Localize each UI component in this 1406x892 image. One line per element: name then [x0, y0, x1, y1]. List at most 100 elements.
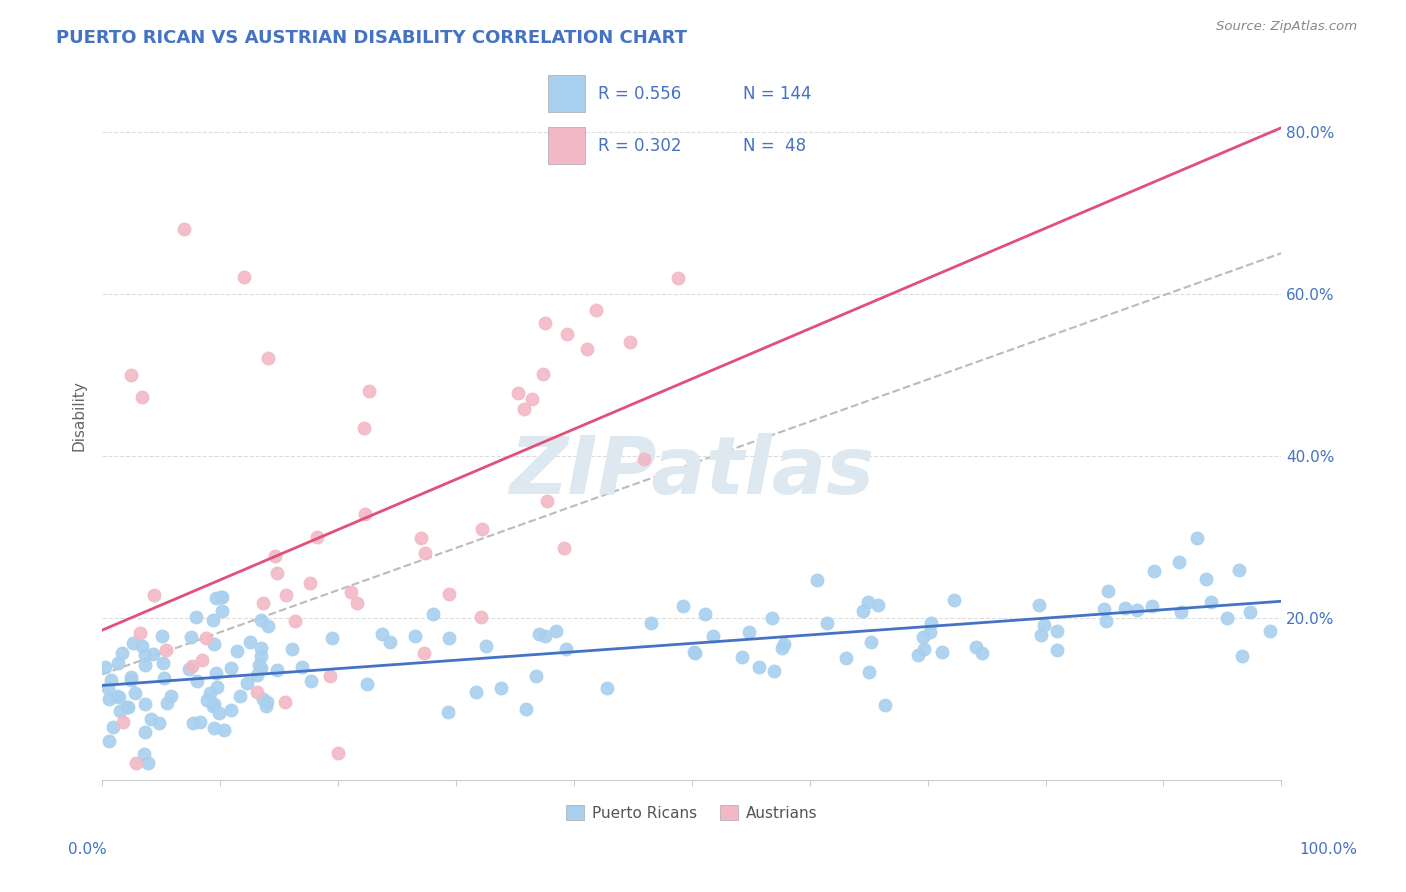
Point	[1195, 572, 1218, 586]
Point	[972, 646, 994, 660]
Point	[246, 668, 269, 682]
Point	[153, 671, 176, 685]
Point	[236, 675, 259, 690]
Point	[965, 640, 987, 654]
Point	[815, 615, 838, 630]
Point	[437, 706, 460, 720]
Point	[1126, 602, 1149, 616]
Point	[471, 522, 494, 536]
Point	[120, 669, 142, 683]
Point	[640, 616, 662, 631]
Point	[1028, 598, 1050, 612]
Point	[412, 646, 434, 660]
Point	[201, 698, 224, 713]
Point	[513, 402, 536, 417]
Point	[378, 635, 401, 649]
Point	[195, 692, 218, 706]
Point	[257, 351, 280, 366]
Point	[198, 686, 221, 700]
Point	[413, 546, 436, 560]
Point	[806, 574, 828, 588]
Point	[120, 673, 142, 687]
Point	[318, 669, 340, 683]
Point	[191, 653, 214, 667]
Point	[1170, 605, 1192, 619]
Text: PUERTO RICAN VS AUSTRIAN DISABILITY CORRELATION CHART: PUERTO RICAN VS AUSTRIAN DISABILITY CORR…	[56, 29, 688, 47]
Legend: Puerto Ricans, Austrians: Puerto Ricans, Austrians	[560, 798, 824, 827]
Point	[202, 613, 225, 627]
Point	[276, 589, 298, 603]
Point	[263, 549, 285, 563]
Point	[111, 646, 134, 660]
Point	[226, 644, 249, 658]
Point	[107, 656, 129, 670]
Point	[134, 725, 156, 739]
Point	[534, 317, 557, 331]
Point	[131, 390, 153, 404]
Point	[763, 664, 786, 678]
Point	[666, 271, 689, 285]
Point	[209, 590, 232, 604]
Point	[912, 641, 935, 656]
Point	[920, 615, 942, 630]
Point	[524, 669, 547, 683]
Point	[205, 591, 228, 605]
Point	[672, 599, 695, 614]
Point	[184, 610, 207, 624]
Point	[943, 593, 966, 607]
Point	[173, 222, 195, 236]
Text: Source: ZipAtlas.com: Source: ZipAtlas.com	[1216, 20, 1357, 33]
Point	[204, 665, 226, 680]
Point	[117, 700, 139, 714]
Point	[731, 650, 754, 665]
Point	[1046, 624, 1069, 639]
Point	[907, 648, 929, 662]
Point	[633, 452, 655, 467]
Point	[128, 625, 150, 640]
Point	[190, 714, 212, 729]
Point	[101, 720, 124, 734]
Point	[194, 632, 217, 646]
Point	[115, 699, 138, 714]
Point	[229, 689, 252, 703]
Point	[266, 663, 288, 677]
Point	[239, 634, 262, 648]
Point	[202, 637, 225, 651]
Point	[911, 630, 934, 644]
Point	[1092, 602, 1115, 616]
Point	[619, 334, 641, 349]
Point	[180, 630, 202, 644]
Point	[142, 648, 165, 662]
Point	[202, 721, 225, 735]
Point	[205, 680, 228, 694]
Point	[211, 604, 233, 618]
Point	[107, 690, 129, 705]
Point	[97, 733, 120, 747]
Point	[596, 681, 619, 695]
Point	[1095, 614, 1118, 628]
Point	[247, 658, 270, 673]
Text: 100.0%: 100.0%	[1299, 842, 1358, 856]
Point	[527, 626, 550, 640]
Point	[1230, 649, 1253, 664]
Point	[291, 660, 314, 674]
Point	[918, 624, 941, 639]
Point	[761, 611, 783, 625]
Point	[522, 392, 544, 406]
Point	[859, 635, 882, 649]
Text: R = 0.302: R = 0.302	[599, 137, 682, 155]
Point	[353, 421, 375, 435]
Point	[422, 607, 444, 622]
Point	[136, 756, 159, 771]
Point	[97, 681, 120, 695]
Point	[134, 658, 156, 673]
Point	[112, 715, 135, 730]
Point	[553, 541, 575, 555]
Point	[155, 643, 177, 657]
Point	[411, 532, 433, 546]
Point	[1258, 624, 1281, 638]
Point	[585, 302, 607, 317]
Point	[1239, 605, 1261, 619]
Point	[748, 659, 770, 673]
Point	[252, 596, 274, 610]
